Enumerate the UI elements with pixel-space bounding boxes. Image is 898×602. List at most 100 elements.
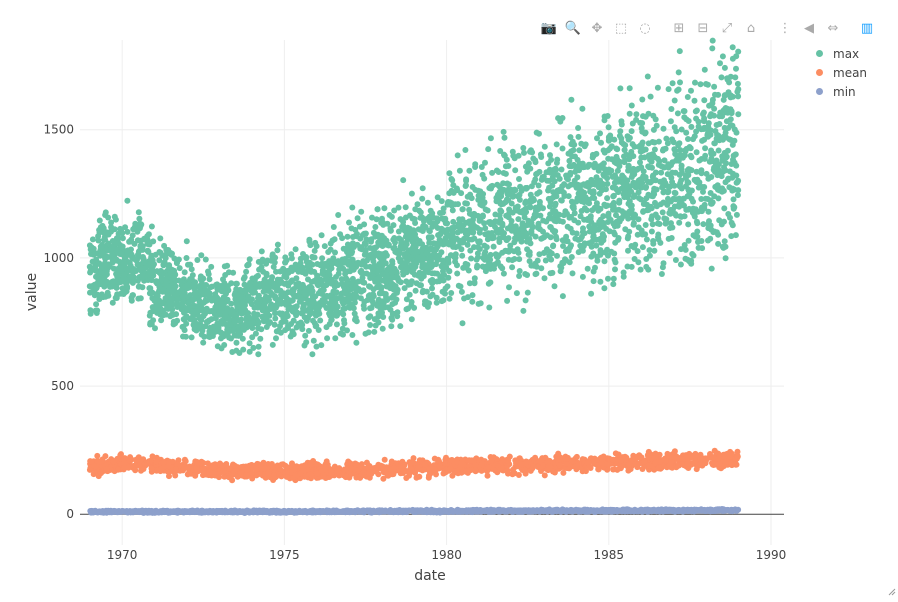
data-point-max <box>367 322 373 328</box>
data-point-mean <box>535 464 541 470</box>
data-point-max <box>605 276 611 282</box>
data-point-mean <box>269 461 275 467</box>
data-point-mean <box>284 474 290 480</box>
data-point-mean <box>684 461 690 467</box>
data-point-max <box>638 267 644 273</box>
data-point-mean <box>149 466 155 472</box>
data-point-min <box>552 508 558 514</box>
data-point-mean <box>426 475 432 481</box>
data-point-max <box>708 190 714 196</box>
data-point-max <box>403 204 409 210</box>
data-point-max <box>400 177 406 183</box>
data-point-min <box>293 508 299 514</box>
data-point-mean <box>298 471 304 477</box>
data-point-mean <box>232 463 238 469</box>
data-point-max <box>404 306 410 312</box>
data-point-max <box>446 170 452 176</box>
data-point-max <box>651 186 657 192</box>
data-point-max <box>538 154 544 160</box>
data-point-min <box>585 509 591 515</box>
data-point-max <box>677 48 683 54</box>
data-points <box>87 38 742 516</box>
data-point-mean <box>703 460 709 466</box>
data-point-mean <box>132 467 138 473</box>
data-point-min <box>543 508 549 514</box>
data-point-max <box>456 283 462 289</box>
data-point-max <box>598 140 604 146</box>
data-point-max <box>670 80 676 86</box>
data-point-min <box>598 508 604 514</box>
data-point-max <box>397 323 403 329</box>
data-point-max <box>180 324 186 330</box>
data-point-mean <box>115 467 121 473</box>
data-point-max <box>723 255 729 261</box>
data-point-max <box>372 224 378 230</box>
data-point-max <box>676 140 682 146</box>
data-point-mean <box>614 467 620 473</box>
data-point-max <box>696 119 702 125</box>
data-point-mean <box>136 463 142 469</box>
data-point-mean <box>122 455 128 461</box>
data-point-max <box>331 224 337 230</box>
data-point-max <box>462 147 468 153</box>
data-point-max <box>317 318 323 324</box>
data-point-mean <box>735 454 741 460</box>
data-point-max <box>413 288 419 294</box>
data-point-min <box>494 508 500 514</box>
data-point-max <box>90 236 96 242</box>
data-point-max <box>632 256 638 262</box>
data-point-max <box>723 179 729 185</box>
data-point-max <box>257 336 263 342</box>
data-point-max <box>418 209 424 215</box>
data-point-mean <box>348 466 354 472</box>
data-point-max <box>242 274 248 280</box>
data-point-min <box>96 508 102 514</box>
data-point-max <box>627 111 633 117</box>
data-point-max <box>672 98 678 104</box>
data-point-mean <box>489 458 495 464</box>
data-point-max <box>690 136 696 142</box>
data-point-mean <box>398 466 404 472</box>
data-point-mean <box>228 473 234 479</box>
data-point-min <box>570 509 576 515</box>
data-point-max <box>685 221 691 227</box>
data-point-max <box>533 271 539 277</box>
data-point-max <box>409 191 415 197</box>
data-point-mean <box>323 464 329 470</box>
data-point-mean <box>596 466 602 472</box>
data-point-max <box>501 129 507 135</box>
data-point-max <box>485 236 491 242</box>
data-point-max <box>523 297 529 303</box>
data-point-mean <box>314 471 320 477</box>
data-point-max <box>731 196 737 202</box>
data-point-mean <box>183 458 189 464</box>
data-point-mean <box>408 467 414 473</box>
data-point-max <box>293 246 299 252</box>
data-point-mean <box>335 468 341 474</box>
data-point-min <box>418 508 424 514</box>
data-point-max <box>380 326 386 332</box>
data-point-mean <box>610 457 616 463</box>
data-point-mean <box>185 465 191 471</box>
data-point-min <box>692 507 698 513</box>
data-point-max <box>536 131 542 137</box>
data-point-min <box>309 509 315 515</box>
data-point-max <box>631 220 637 226</box>
data-point-mean <box>433 471 439 477</box>
data-point-mean <box>88 459 94 465</box>
data-point-mean <box>431 466 437 472</box>
data-point-max <box>512 167 518 173</box>
data-point-max <box>319 255 325 261</box>
data-point-max <box>710 38 716 44</box>
data-point-mean <box>307 471 313 477</box>
data-point-mean <box>618 458 624 464</box>
data-point-min <box>486 509 492 515</box>
data-point-max <box>149 224 155 230</box>
data-point-min <box>603 508 609 514</box>
data-point-min <box>450 508 456 514</box>
data-point-min <box>369 508 375 514</box>
data-point-mean <box>656 465 662 471</box>
data-point-mean <box>441 471 447 477</box>
